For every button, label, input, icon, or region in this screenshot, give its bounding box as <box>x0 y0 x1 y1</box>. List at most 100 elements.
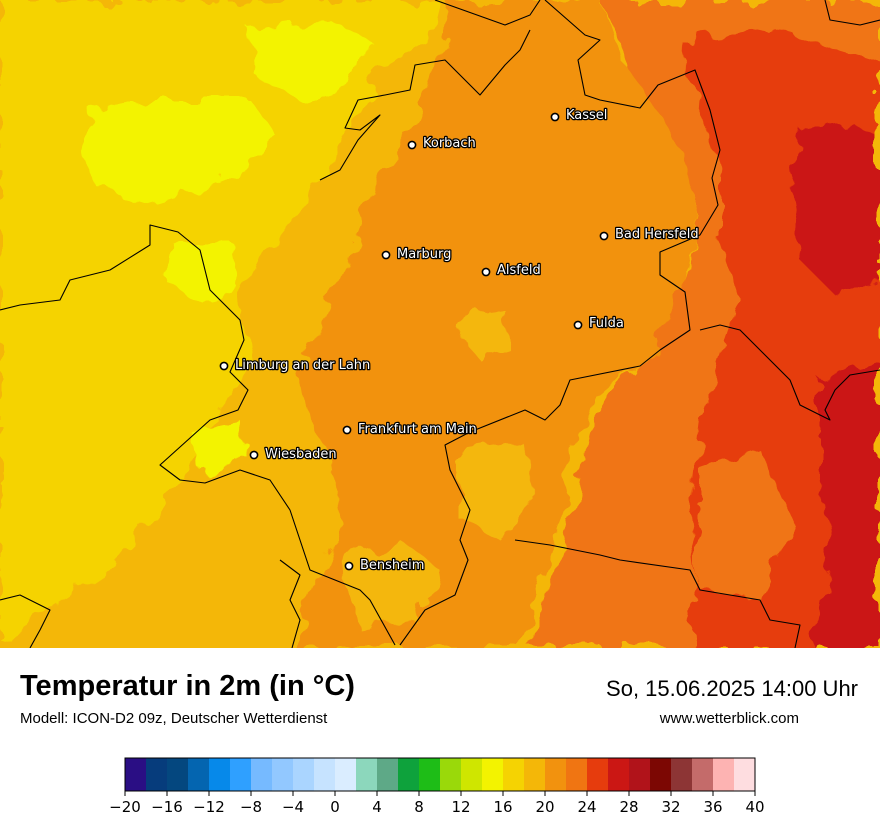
colorbar-cell-23 <box>608 758 630 791</box>
colorbar-tick-label: 0 <box>330 798 340 816</box>
contour-amber-island-2 <box>340 540 440 630</box>
colorbar-tick-label: 4 <box>372 798 382 816</box>
contour-amber-island-1 <box>462 310 510 360</box>
colorbar-cell-29 <box>734 758 756 791</box>
map-title: Temperatur in 2m (in °C) <box>20 670 355 702</box>
city-kassel-label: Kassel <box>566 108 607 123</box>
colorbar-cell-18 <box>503 758 525 791</box>
colorbar-cell-4 <box>209 758 231 791</box>
colorbar-cell-16 <box>461 758 483 791</box>
colorbar-cell-27 <box>692 758 714 791</box>
colorbar-tick-label: 20 <box>535 798 554 816</box>
colorbar-tick-label: 12 <box>451 798 470 816</box>
city-wiesbaden-label: Wiesbaden <box>265 447 337 462</box>
colorbar-cell-12 <box>377 758 399 791</box>
colorbar-cell-7 <box>272 758 294 791</box>
colorbar-cell-28 <box>713 758 735 791</box>
hesse-border <box>0 0 721 646</box>
model-info: Modell: ICON-D2 09z, Deutscher Wetterdie… <box>20 710 328 727</box>
colorbar-cell-14 <box>419 758 441 791</box>
colorbar-tick-label: 36 <box>703 798 722 816</box>
city-limburg-dot <box>219 361 229 371</box>
contour-crimson-northeast <box>790 120 880 300</box>
eastern-border <box>514 0 880 648</box>
city-bensheim-dot <box>344 561 354 571</box>
city-marburg-dot <box>381 250 391 260</box>
contour-crimson-southeast <box>815 360 880 648</box>
colorbar-tick-label: 24 <box>577 798 596 816</box>
contour-lemon-west <box>80 100 280 205</box>
colorbar-tick-label: −4 <box>282 798 304 816</box>
colorbar-cell-5 <box>230 758 252 791</box>
city-bad-hersfeld-dot <box>599 231 609 241</box>
colorbar-tick-label: −8 <box>240 798 262 816</box>
temperature-colorbar: −20 −16 −12 −8 −4 0 4 8 12 16 20 24 28 32 36 40 <box>109 757 765 816</box>
map-footer: Temperatur in 2m (in °C) Modell: ICON-D2… <box>0 648 880 830</box>
city-kassel-dot <box>550 112 560 122</box>
city-frankfurt[interactable]: Frankfurt am Main <box>342 421 478 438</box>
city-korbach-label: Korbach <box>423 136 476 151</box>
colorbar-tick-label: −12 <box>193 798 225 816</box>
contour-lemon-mid <box>165 240 240 300</box>
city-marburg[interactable]: Marburg <box>381 246 453 263</box>
city-bad-hersfeld-label: Bad Hersfeld <box>615 227 699 242</box>
colorbar-tick-label: 16 <box>493 798 512 816</box>
colorbar-cell-11 <box>356 758 378 791</box>
city-wiesbaden-dot <box>249 450 259 460</box>
colorbar-tick-label: 28 <box>619 798 638 816</box>
colorbar-cell-15 <box>440 758 462 791</box>
city-wiesbaden[interactable]: Wiesbaden <box>249 446 338 463</box>
website-link[interactable]: www.wetterblick.com <box>659 710 799 727</box>
contour-salmon-patch <box>700 450 790 600</box>
city-alsfeld-dot <box>481 267 491 277</box>
colorbar-ticks: −20 −16 −12 −8 −4 0 4 8 12 16 20 24 28 32 36 40 <box>109 791 765 816</box>
city-frankfurt-dot <box>342 425 352 435</box>
colorbar-cell-19 <box>524 758 546 791</box>
colorbar-cell-25 <box>650 758 672 791</box>
temperature-map: Kassel Korbach Bad Hersfeld Marburg Alsf… <box>0 0 880 648</box>
contour-amber-island-3 <box>460 440 540 540</box>
colorbar-cell-0 <box>125 758 147 791</box>
colorbar-cells <box>125 758 756 791</box>
colorbar-tick-label: 32 <box>661 798 680 816</box>
colorbar-cell-8 <box>293 758 315 791</box>
city-kassel[interactable]: Kassel <box>550 107 609 124</box>
city-fulda-label: Fulda <box>589 316 624 331</box>
city-bensheim-label: Bensheim <box>360 558 424 573</box>
city-markers: Kassel Korbach Bad Hersfeld Marburg Alsf… <box>219 107 700 574</box>
colorbar-tick-label: −16 <box>151 798 183 816</box>
colorbar-cell-1 <box>146 758 168 791</box>
colorbar-cell-2 <box>167 758 189 791</box>
colorbar-tick-label: −20 <box>109 798 141 816</box>
state-borders <box>0 0 880 648</box>
city-bad-hersfeld[interactable]: Bad Hersfeld <box>599 226 700 243</box>
city-fulda[interactable]: Fulda <box>573 315 625 332</box>
city-limburg[interactable]: Limburg an der Lahn <box>219 357 372 374</box>
city-fulda-dot <box>573 320 583 330</box>
colorbar-cell-10 <box>335 758 357 791</box>
colorbar-cell-20 <box>545 758 567 791</box>
colorbar-frame <box>124 757 756 792</box>
southwest-border <box>0 559 301 648</box>
city-alsfeld[interactable]: Alsfeld <box>481 262 542 279</box>
colorbar-tick-label: 8 <box>414 798 424 816</box>
city-korbach[interactable]: Korbach <box>407 135 477 152</box>
city-korbach-dot <box>407 140 417 150</box>
colorbar-cell-26 <box>671 758 693 791</box>
colorbar-tick-label: 40 <box>745 798 764 816</box>
colorbar-cell-24 <box>629 758 651 791</box>
contour-lemon-north <box>250 20 370 100</box>
city-alsfeld-label: Alsfeld <box>497 263 541 278</box>
colorbar-cell-3 <box>188 758 210 791</box>
city-limburg-label: Limburg an der Lahn <box>235 358 370 373</box>
colorbar-cell-9 <box>314 758 336 791</box>
contour-lemon-south <box>190 420 250 470</box>
colorbar-cell-17 <box>482 758 504 791</box>
colorbar-cell-6 <box>251 758 273 791</box>
colorbar-cell-21 <box>566 758 588 791</box>
city-marburg-label: Marburg <box>397 247 451 262</box>
colorbar-cell-22 <box>587 758 609 791</box>
temperature-contours <box>0 0 880 648</box>
forecast-datetime: So, 15.06.2025 14:00 Uhr <box>606 676 858 701</box>
city-bensheim[interactable]: Bensheim <box>344 557 426 574</box>
